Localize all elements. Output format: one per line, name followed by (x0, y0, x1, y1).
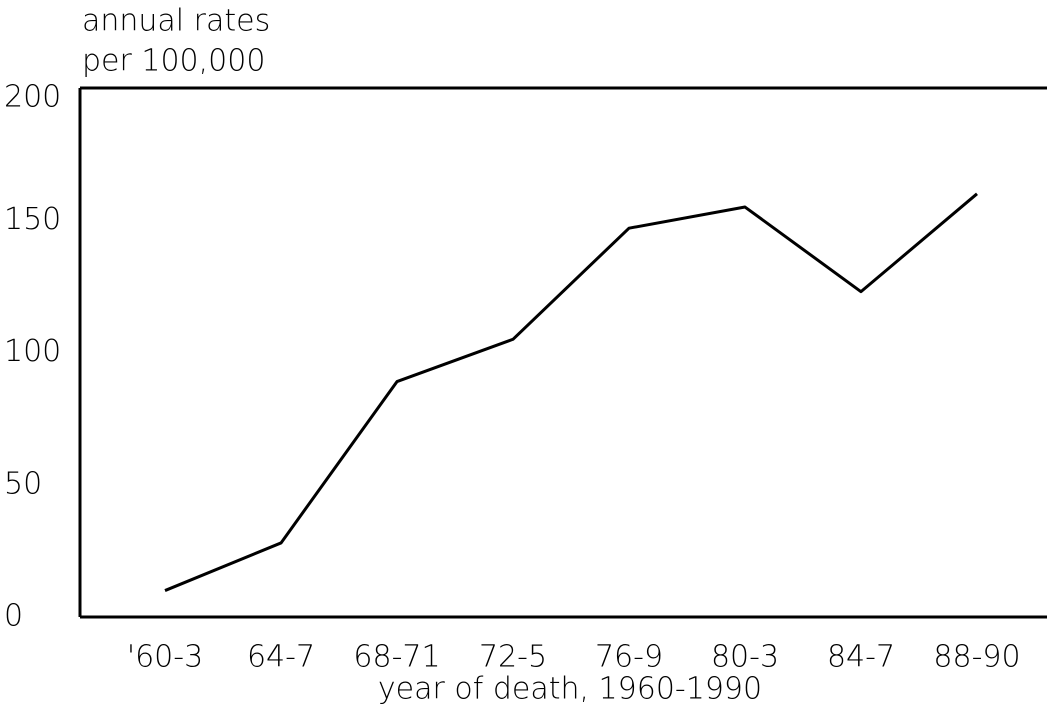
y-axis-label: annual rates (82, 4, 270, 39)
x-tick-label: '60-3 (127, 640, 203, 675)
y-tick-label: 100 (4, 334, 61, 369)
y-tick-label: 200 (4, 80, 61, 115)
x-axis-label: year of death, 1960-1990 (378, 672, 762, 707)
x-tick-label: 72-5 (479, 640, 547, 675)
x-tick-label: 80-3 (711, 640, 779, 675)
y-tick-label: 0 (4, 599, 23, 634)
x-tick-label: 64-7 (247, 640, 315, 675)
data-line (164, 192, 978, 592)
x-tick-label: 68-71 (353, 640, 440, 675)
y-tick-label: 150 (4, 202, 61, 237)
x-tick-label: 76-9 (595, 640, 663, 675)
y-tick-label: 50 (4, 466, 42, 501)
y-axis-label: per 100,000 (82, 44, 265, 79)
x-tick-label: 84-7 (827, 640, 895, 675)
x-tick-label: 88-90 (933, 640, 1020, 675)
